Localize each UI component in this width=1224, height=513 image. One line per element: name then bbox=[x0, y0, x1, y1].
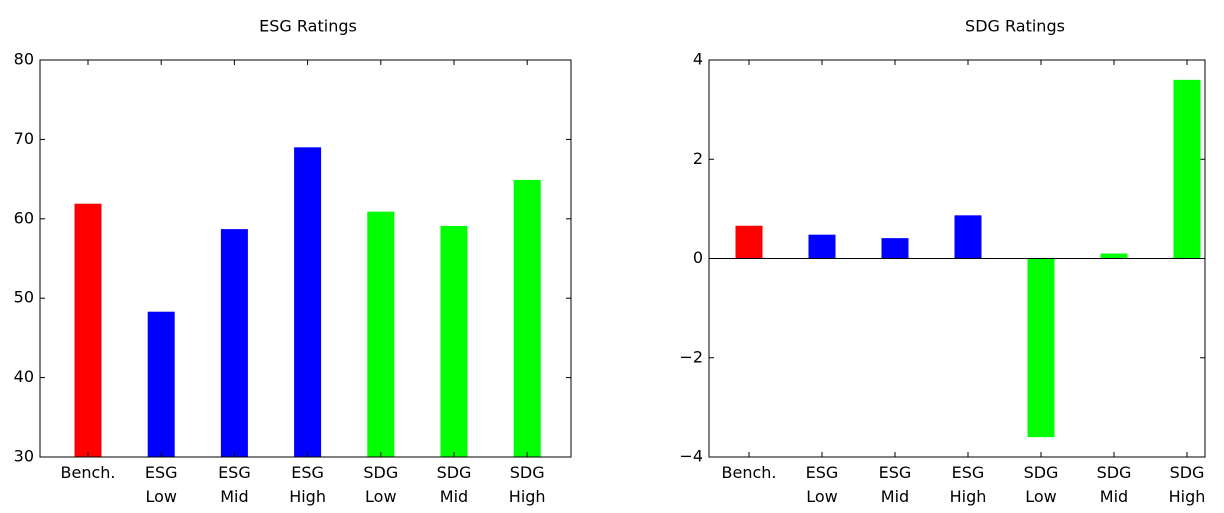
plot-frame bbox=[39, 59, 572, 458]
bar bbox=[1100, 253, 1128, 259]
bar bbox=[808, 234, 836, 259]
y-tick-label: 60 bbox=[14, 208, 34, 227]
x-tick-label: Bench. bbox=[722, 463, 777, 482]
bar bbox=[294, 147, 322, 457]
bar bbox=[1027, 258, 1055, 438]
bar bbox=[147, 311, 175, 457]
y-tick-label: −4 bbox=[679, 447, 703, 466]
x-tick-label: SDG Mid bbox=[437, 463, 472, 506]
bar bbox=[367, 211, 395, 457]
x-tick-label: ESG Low bbox=[806, 463, 839, 506]
chart: SDG Ratings −4 −2 0 2 4 Bench. ESG Low ESG Mid ESG H… bbox=[679, 17, 1206, 506]
chart: ESG Ratings 30 40 50 60 70 80 Bench. ESG Low ESG Mi… bbox=[14, 17, 572, 506]
y-tick-label: 50 bbox=[14, 288, 34, 307]
y-tick-label: 30 bbox=[14, 447, 34, 466]
bar bbox=[954, 215, 982, 259]
y-tick-label: 0 bbox=[693, 248, 703, 267]
x-tick-label: ESG Mid bbox=[879, 463, 912, 506]
bar bbox=[1173, 79, 1201, 259]
y-tick-label: 70 bbox=[14, 129, 34, 148]
chart-title: SDG Ratings bbox=[965, 17, 1065, 36]
x-tick-label: ESG Low bbox=[145, 463, 178, 506]
x-tick-label: ESG High bbox=[950, 463, 987, 506]
plot-frame bbox=[708, 59, 1206, 458]
bar bbox=[74, 203, 102, 457]
bar bbox=[735, 225, 763, 259]
bar bbox=[513, 179, 541, 458]
bar bbox=[440, 225, 468, 457]
x-tick-label: SDG Mid bbox=[1097, 463, 1132, 506]
y-tick-label: 2 bbox=[693, 149, 703, 168]
bar bbox=[881, 238, 909, 259]
x-tick-label: SDG Low bbox=[363, 463, 398, 506]
x-tick-label: ESG High bbox=[289, 463, 326, 506]
y-tick-label: 4 bbox=[693, 50, 703, 69]
y-tick-label: −2 bbox=[679, 347, 703, 366]
x-tick-label: ESG Mid bbox=[218, 463, 251, 506]
x-tick-label: SDG High bbox=[1169, 463, 1206, 506]
y-tick-label: 80 bbox=[14, 50, 34, 69]
x-tick-label: SDG Low bbox=[1024, 463, 1059, 506]
chart-title: ESG Ratings bbox=[259, 17, 357, 36]
x-tick-label: SDG High bbox=[509, 463, 546, 506]
x-tick-label: Bench. bbox=[61, 463, 116, 482]
y-tick-label: 40 bbox=[14, 367, 34, 386]
bar bbox=[220, 229, 248, 457]
